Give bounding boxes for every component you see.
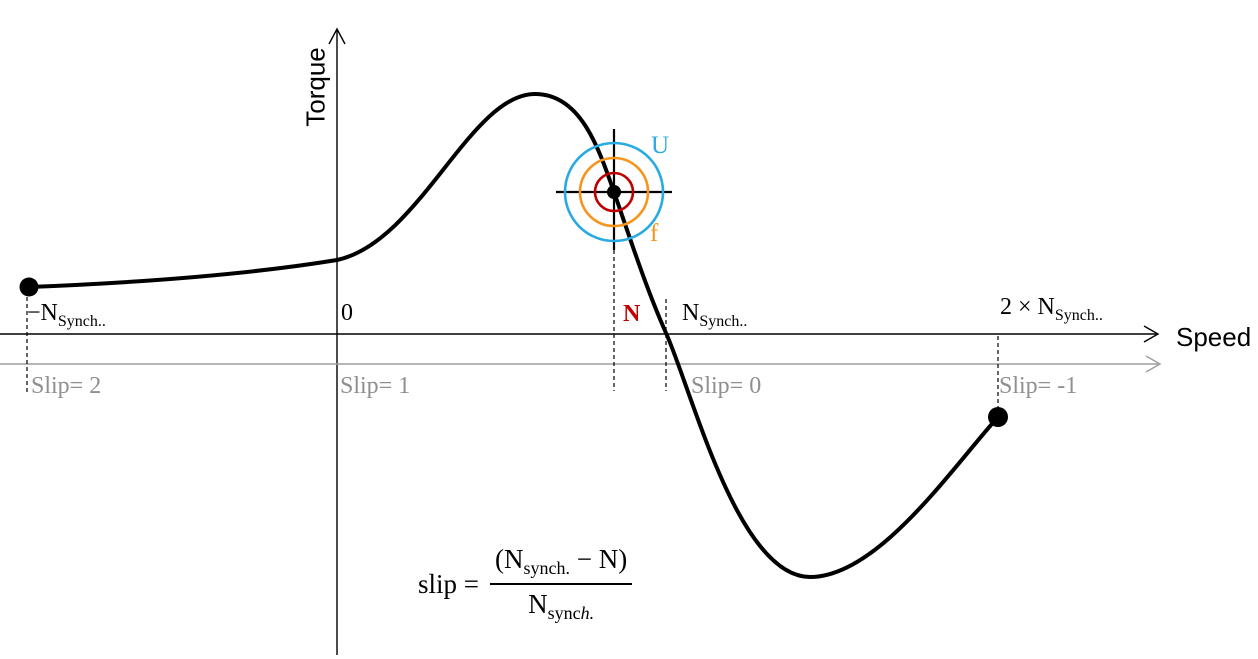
tick-main: N	[682, 300, 700, 326]
tick-sub: Synch..	[699, 313, 748, 330]
x-tick-two-nsynch: 2 × NSynch..	[1000, 294, 1103, 325]
operating-point-dot	[607, 185, 621, 199]
slip-label-2: Slip= 2	[31, 373, 102, 399]
inner-circle	[593, 171, 635, 213]
slip-label-1: Slip= 1	[340, 373, 411, 399]
y-axis-arrowhead-icon	[328, 27, 346, 45]
slip-label-neg1: Slip= -1	[999, 373, 1078, 399]
curve-start-dot	[19, 277, 39, 297]
tick-main: −N	[27, 300, 58, 326]
y-axis-title: Torque	[300, 47, 331, 127]
tick-sub: Synch..	[57, 313, 106, 330]
x-axis-title: Speed	[1176, 322, 1252, 352]
frequency-circle	[578, 156, 650, 228]
x-tick-nsynch: NSynch..	[682, 300, 748, 331]
torque-speed-curve	[27, 91, 1000, 580]
x-tick-n: N	[623, 301, 641, 327]
x-tick-neg-nsynch: −NSynch..	[27, 300, 106, 331]
formula-lhs: slip =	[418, 568, 479, 599]
slip-label-0: Slip= 0	[691, 373, 762, 399]
voltage-circle	[563, 141, 665, 243]
slip-axis-arrowhead-icon	[1145, 355, 1162, 373]
voltage-label: U	[651, 132, 670, 159]
tick-sub: Synch..	[1054, 307, 1103, 324]
formula-fraction: (Nsynch. − N) Nsynch.	[490, 544, 633, 624]
formula-denominator: Nsynch.	[528, 589, 595, 623]
tick-main: 2 × N	[1000, 294, 1055, 320]
x-tick-origin: 0	[341, 300, 353, 326]
x-axis-arrowhead-icon	[1143, 325, 1160, 343]
frequency-label: f	[650, 220, 659, 247]
formula-numerator: (Nsynch. − N)	[490, 544, 633, 585]
curve-end-dot	[988, 407, 1008, 427]
slip-formula: slip = (Nsynch. − N) Nsynch.	[418, 544, 633, 624]
